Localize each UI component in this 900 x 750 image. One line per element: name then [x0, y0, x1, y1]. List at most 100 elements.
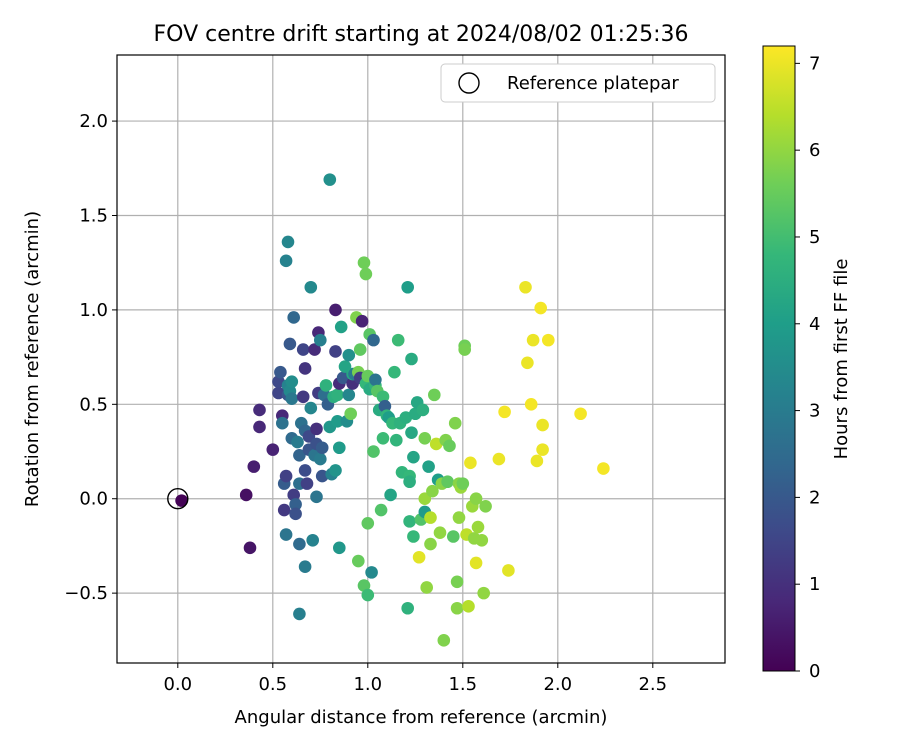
data-point — [323, 173, 337, 186]
data-point — [521, 356, 534, 370]
data-point — [314, 333, 327, 347]
data-point — [283, 337, 297, 351]
data-point — [384, 488, 397, 502]
data-point — [367, 445, 380, 458]
data-point — [355, 314, 369, 328]
data-point — [416, 403, 430, 417]
colorbar-gradient — [762, 45, 796, 672]
data-point — [412, 550, 426, 564]
y-tick-label: 2.0 — [79, 111, 108, 132]
data-point — [359, 267, 373, 281]
colorbar: 0 1 2 3 4 5 6 7 Hours from first FF file — [762, 45, 852, 682]
data-point — [447, 530, 460, 543]
data-point — [597, 462, 610, 475]
data-point — [420, 581, 434, 594]
data-point — [479, 499, 492, 513]
data-point — [498, 405, 511, 419]
data-point — [399, 411, 413, 424]
data-point — [403, 475, 416, 489]
y-tick-label: 1.5 — [79, 205, 108, 226]
data-point — [314, 452, 327, 466]
y-tick-label: −0.5 — [64, 583, 108, 604]
legend-label: Reference platepar — [507, 73, 679, 94]
legend-box — [440, 63, 716, 103]
data-point — [296, 390, 310, 404]
legend-marker-icon — [458, 72, 480, 94]
data-point — [422, 460, 435, 473]
data-point — [306, 533, 320, 547]
data-point — [376, 390, 390, 404]
data-point — [401, 280, 415, 294]
data-point — [310, 490, 323, 504]
data-point — [243, 541, 257, 555]
data-point — [247, 460, 261, 473]
data-point — [293, 448, 306, 462]
data-point — [333, 541, 346, 555]
data-point — [336, 371, 350, 385]
data-point — [253, 403, 266, 417]
data-point — [374, 503, 388, 517]
data-point — [378, 399, 392, 413]
data-point — [388, 365, 401, 379]
data-point — [285, 392, 299, 405]
data-point — [289, 498, 302, 511]
data-point — [293, 537, 306, 551]
colorbar-tick-label: 1 — [809, 574, 820, 595]
data-point — [524, 398, 538, 411]
data-point — [456, 477, 470, 490]
data-point — [304, 401, 318, 415]
data-point — [175, 494, 188, 507]
data-point — [342, 388, 356, 402]
data-point — [536, 418, 549, 432]
data-point — [471, 520, 485, 534]
data-point — [357, 579, 371, 592]
data-point — [272, 375, 285, 388]
data-point — [365, 566, 378, 579]
data-point — [277, 503, 291, 517]
data-point — [534, 301, 547, 315]
data-point — [319, 379, 333, 392]
data-point — [469, 556, 483, 570]
colorbar-tick-label: 5 — [809, 227, 820, 248]
data-point — [298, 560, 312, 574]
grid-lines — [117, 55, 725, 663]
x-tick-label: 1.0 — [353, 674, 382, 695]
data-point — [429, 437, 443, 451]
data-point — [274, 365, 287, 379]
data-point — [407, 450, 420, 464]
x-axis-ticks: 0.0 0.5 1.0 1.5 2.0 2.5 — [163, 663, 667, 695]
plot-area-frame — [116, 54, 726, 664]
data-point — [279, 254, 293, 268]
data-point — [502, 564, 515, 577]
data-point — [239, 488, 253, 502]
data-point — [334, 320, 348, 334]
data-point — [310, 422, 323, 436]
data-point — [298, 464, 312, 477]
data-point — [401, 601, 415, 615]
colorbar-ticks: 0 1 2 3 4 5 6 7 — [795, 53, 820, 682]
data-point — [391, 333, 405, 347]
data-point — [276, 416, 289, 430]
data-point — [331, 415, 344, 428]
data-point — [542, 333, 555, 347]
data-points — [175, 173, 610, 647]
data-point — [450, 601, 464, 615]
data-point — [530, 454, 544, 468]
data-point — [304, 280, 318, 294]
data-point — [291, 435, 304, 449]
y-tick-label: 0.0 — [79, 489, 108, 510]
y-tick-label: 0.5 — [79, 394, 108, 415]
data-point — [308, 343, 321, 356]
data-point — [361, 588, 375, 602]
data-point — [281, 235, 295, 249]
data-point — [329, 464, 342, 477]
x-tick-label: 2.0 — [543, 674, 572, 695]
data-point — [464, 456, 477, 470]
data-point — [293, 607, 306, 621]
data-point — [357, 256, 371, 270]
data-point — [574, 407, 587, 421]
data-point — [407, 530, 420, 543]
x-tick-label: 1.5 — [448, 674, 477, 695]
data-point — [492, 452, 506, 466]
data-point — [353, 343, 367, 356]
